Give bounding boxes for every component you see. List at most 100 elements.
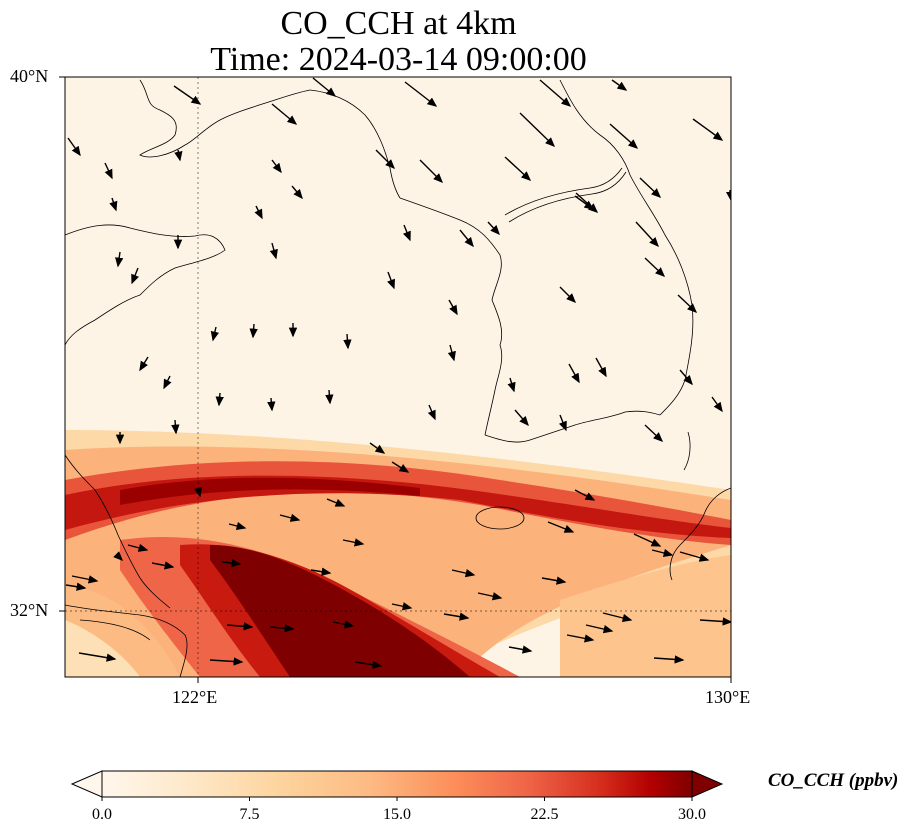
wind-arrow	[653, 655, 685, 664]
wind-arrow	[402, 224, 411, 242]
coastlines	[65, 79, 731, 677]
wind-arrow	[566, 634, 595, 643]
wind-arrow	[267, 397, 276, 412]
wind-arrow	[419, 159, 443, 183]
wind-arrow	[312, 77, 337, 97]
wind-arrow	[369, 442, 386, 454]
wind-arrow	[391, 602, 413, 611]
wind-arrow	[602, 612, 633, 623]
wind-arrow	[325, 389, 334, 405]
wind-arrow	[109, 197, 118, 212]
wind-arrow	[447, 344, 456, 362]
wind-arrow	[387, 271, 395, 290]
wind-arrow	[113, 551, 123, 561]
wind-arrow	[541, 576, 567, 585]
wind-arrow	[651, 548, 674, 558]
lon-tick-122e: 122°E	[172, 687, 218, 707]
wind-arrow	[375, 149, 395, 169]
wind-arrow	[210, 326, 219, 342]
colorbar-tick-0: 0.0	[92, 806, 112, 823]
wind-arrow	[131, 267, 140, 285]
wind-arrow	[568, 363, 580, 384]
wind-arrow	[508, 645, 533, 654]
wind-arrow	[477, 592, 503, 601]
wind-arrow	[291, 185, 303, 200]
tick-marks	[59, 76, 732, 683]
wind-arrow	[609, 123, 639, 149]
wind-arrow	[443, 612, 470, 621]
lat-tick-40n: 40°N	[10, 66, 49, 86]
wind-arrow	[448, 299, 458, 316]
wind-arrow	[269, 242, 278, 260]
wind-arrow	[271, 103, 298, 125]
wind-arrow	[104, 162, 113, 180]
wind-arrow	[574, 489, 596, 501]
colorbar-label: CO_CCH (ppbv)	[768, 770, 899, 791]
wind-arrow	[269, 624, 295, 633]
wind-arrow	[679, 551, 710, 562]
wind-arrow	[699, 617, 731, 626]
wind-arrow	[504, 156, 532, 181]
wind-vectors	[65, 77, 731, 669]
wind-arrow	[677, 294, 698, 313]
wind-arrow	[574, 195, 595, 210]
wind-arrow	[451, 569, 476, 578]
wind-arrow	[343, 333, 352, 350]
wind-arrow	[354, 660, 383, 669]
wind-arrow	[611, 79, 628, 91]
wind-arrow	[226, 622, 254, 631]
colorbar-tick-4: 30.0	[678, 806, 706, 823]
wind-arrow	[507, 377, 516, 393]
wind-arrow	[115, 251, 124, 268]
colorbar	[70, 770, 724, 801]
map-frame	[64, 76, 732, 678]
map-title-line2: Time: 2024-03-14 09:00:00	[210, 41, 587, 78]
wind-arrow	[692, 118, 724, 141]
wind-arrow	[391, 461, 410, 473]
wind-arrow	[271, 159, 282, 174]
wind-arrow	[174, 149, 183, 162]
wind-arrow	[254, 205, 263, 220]
wind-arrow	[67, 137, 81, 157]
wind-arrow	[342, 538, 365, 547]
wind-arrow	[215, 392, 224, 407]
wind-arrow	[539, 79, 572, 107]
lat-tick-32n: 32°N	[10, 600, 49, 620]
colorbar-extend-high	[691, 770, 724, 798]
wind-arrow	[644, 257, 666, 277]
colorbar-extend-low	[70, 770, 103, 798]
wind-arrow	[514, 409, 529, 427]
wind-arrow	[151, 561, 175, 570]
wind-arrow	[310, 567, 332, 576]
wind-arrow	[644, 424, 664, 442]
wind-arrow	[326, 498, 346, 507]
wind-arrow	[459, 229, 474, 248]
wind-arrow	[139, 356, 149, 372]
wind-arrow	[193, 486, 203, 498]
wind-arrow	[228, 521, 247, 531]
wind-arrow	[221, 558, 242, 568]
wind-arrow	[639, 177, 662, 198]
wind-arrow	[633, 533, 662, 547]
colorbar-tick-1: 7.5	[239, 806, 260, 823]
wind-arrow	[559, 286, 576, 303]
wind-arrow	[78, 652, 117, 662]
wind-arrow	[279, 513, 301, 522]
wind-arrow	[585, 624, 614, 634]
wind-arrow	[209, 657, 244, 666]
wind-arrow	[163, 375, 172, 390]
wind-arrow	[65, 582, 87, 591]
gridlines	[65, 77, 731, 677]
wind-arrow	[404, 81, 438, 107]
wind-arrow	[249, 323, 258, 339]
wind-arrow	[558, 414, 567, 432]
wind-arrow	[127, 543, 149, 552]
lon-tick-130e: 130°E	[705, 687, 751, 707]
wind-arrow	[427, 404, 436, 421]
wind-arrow	[173, 85, 202, 105]
wind-arrow	[171, 419, 180, 435]
colorbar-tick-2: 15.0	[383, 806, 411, 823]
wind-arrow	[519, 112, 556, 147]
wind-arrow	[635, 221, 659, 248]
